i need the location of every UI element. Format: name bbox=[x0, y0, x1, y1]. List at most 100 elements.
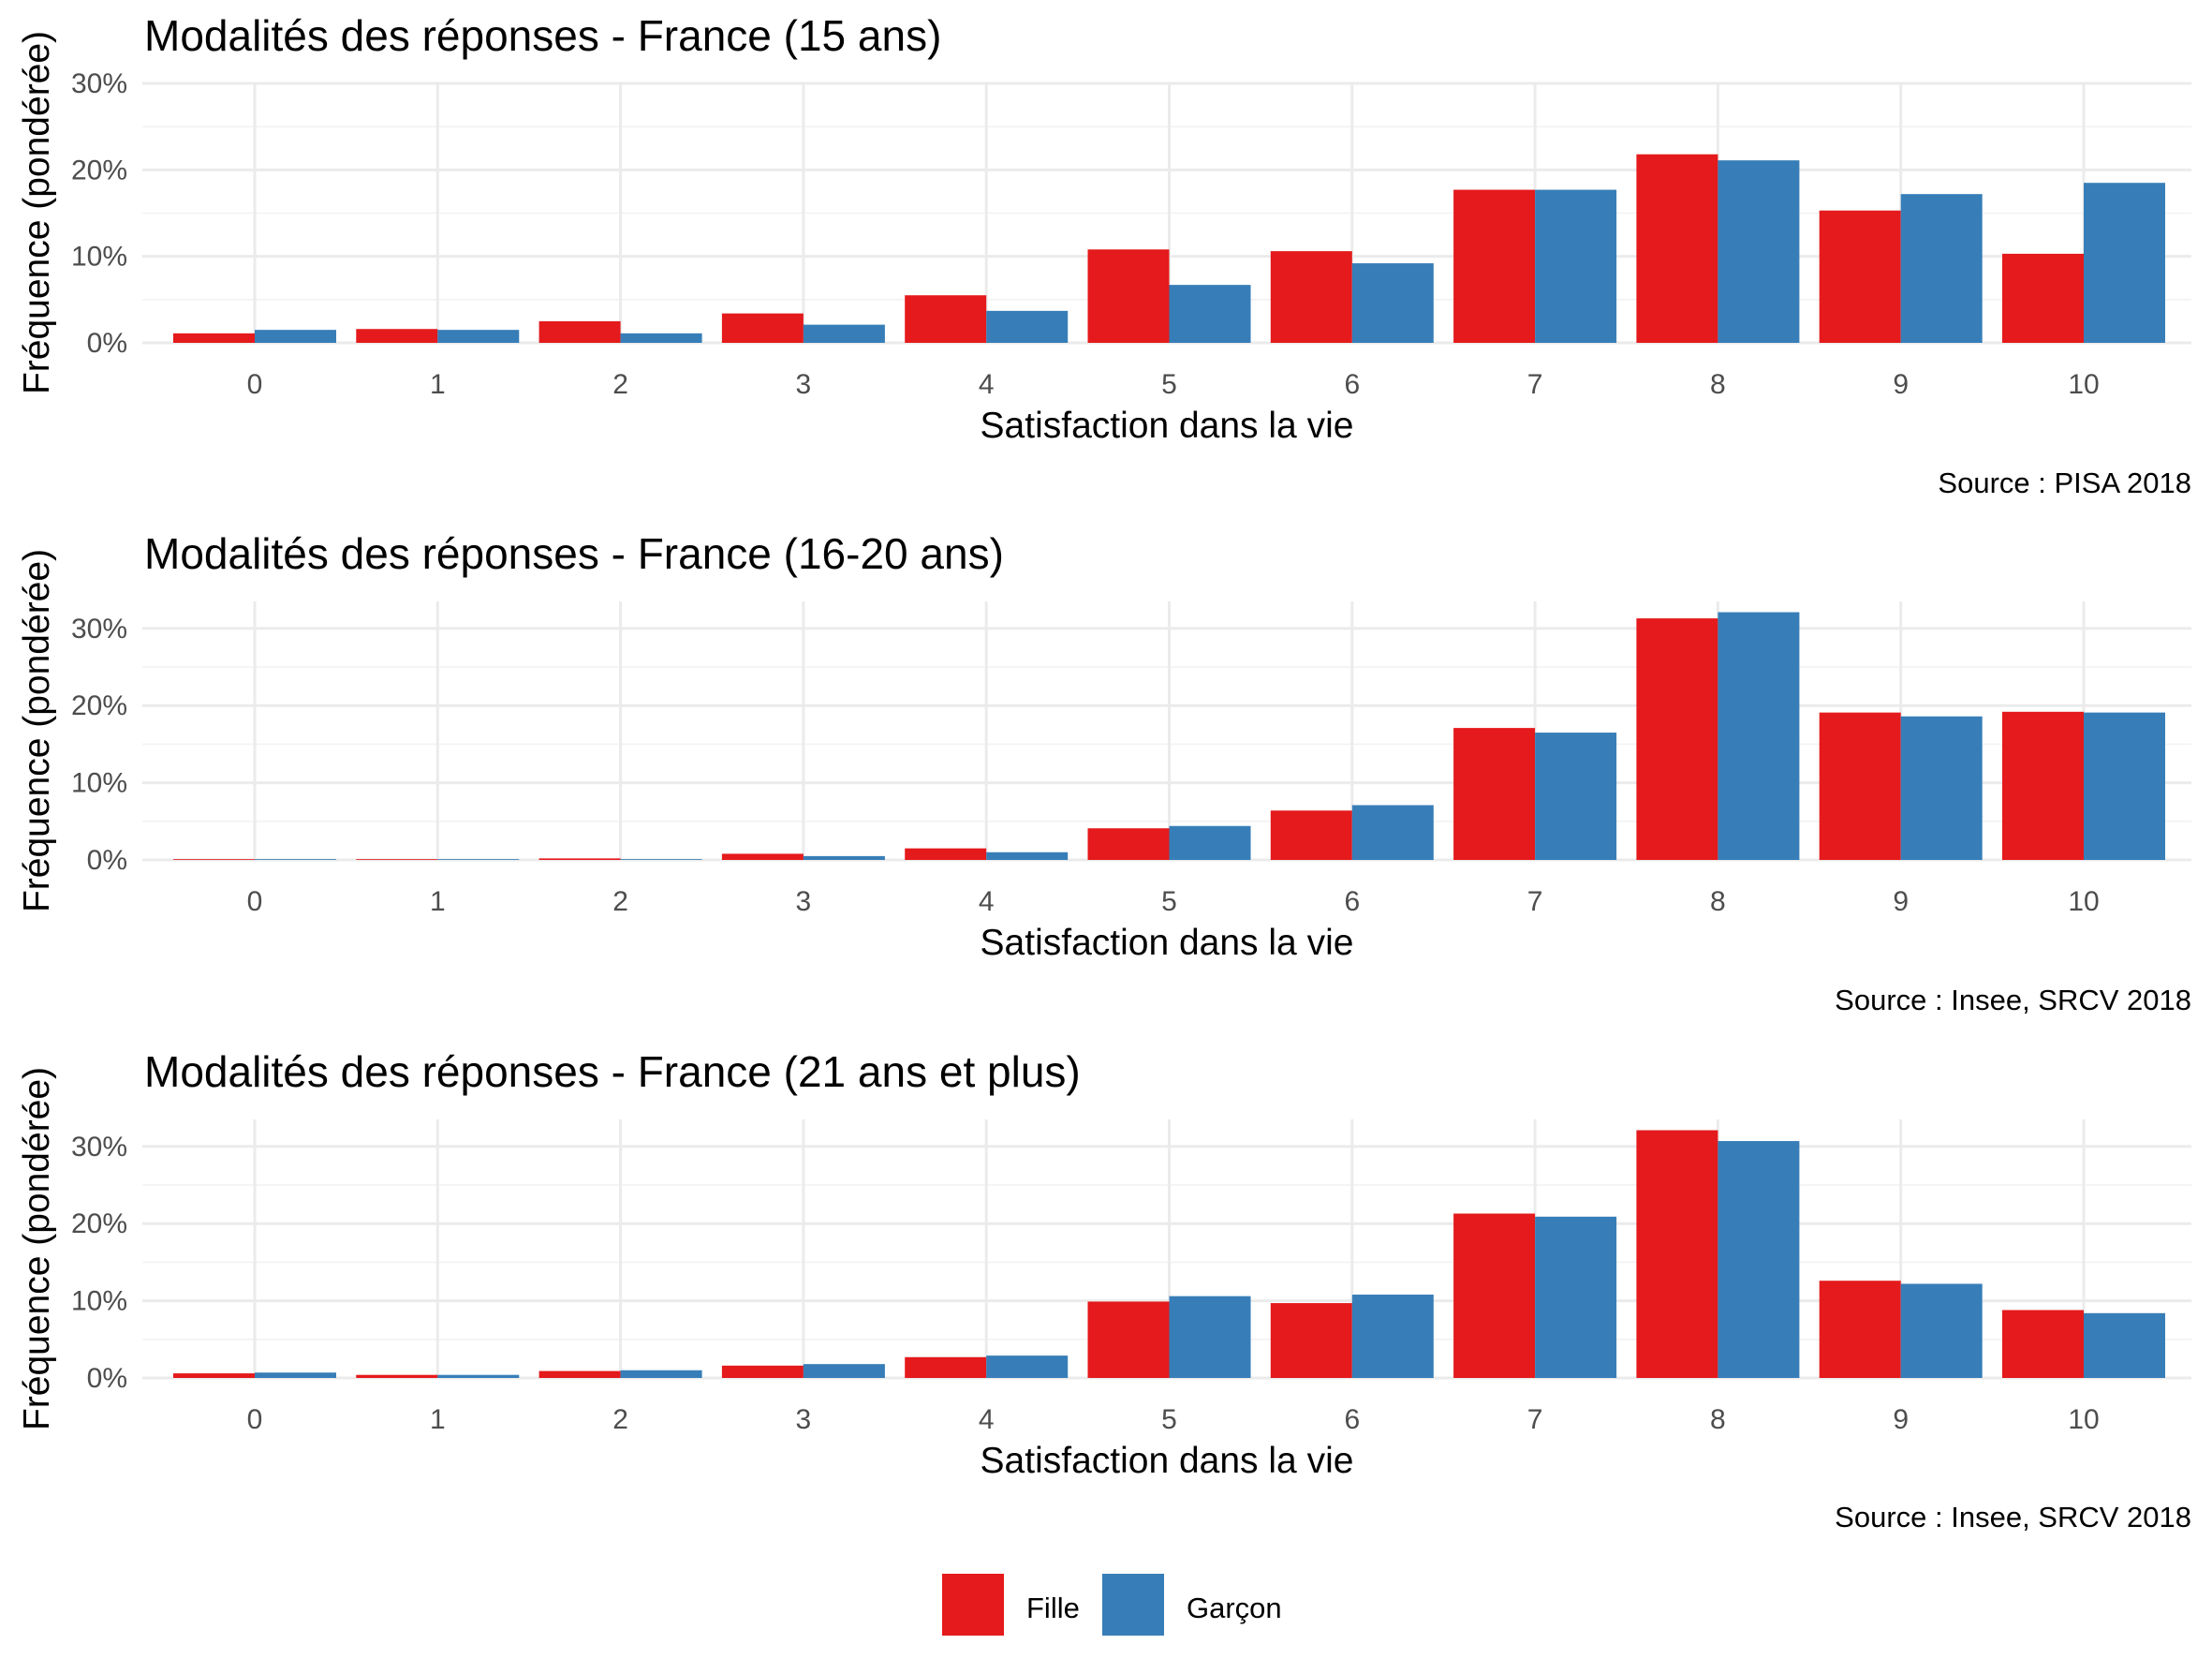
x-tick-label: 4 bbox=[979, 1404, 995, 1435]
bar-garcon-8 bbox=[1718, 1141, 1800, 1378]
bar-fille-1 bbox=[356, 859, 438, 860]
chart-panel-3: 0% 10% 20% 30% 0 1 2 3 4 5 6 7 8 9 10 Modalités des rép… bbox=[17, 1047, 2191, 1533]
bar-garcon-1 bbox=[437, 1374, 520, 1378]
bar-fille-6 bbox=[1270, 251, 1352, 343]
bar-fille-3 bbox=[721, 853, 804, 860]
x-tick-label: 5 bbox=[1161, 1404, 1177, 1435]
bar-garcon-9 bbox=[1900, 194, 1983, 343]
bar-garcon-2 bbox=[620, 859, 702, 860]
y-axis-title: Fréquence (pondérée) bbox=[17, 549, 57, 912]
y-tick-label: 0% bbox=[87, 328, 127, 359]
y-tick-label: 0% bbox=[87, 845, 127, 876]
x-tick-label: 1 bbox=[430, 886, 446, 917]
bar-fille-5 bbox=[1087, 828, 1170, 860]
chart-title: Modalités des réponses - France (15 ans) bbox=[144, 11, 941, 60]
x-tick-label: 5 bbox=[1161, 369, 1177, 400]
y-tick-label: 10% bbox=[71, 1286, 127, 1317]
bar-fille-7 bbox=[1453, 728, 1536, 860]
x-tick-label: 4 bbox=[979, 886, 995, 917]
x-tick-label: 2 bbox=[612, 886, 628, 917]
bar-garcon-9 bbox=[1900, 1283, 1983, 1378]
bar-garcon-4 bbox=[986, 310, 1069, 343]
x-tick-label: 10 bbox=[2068, 1404, 2099, 1435]
legend-swatch-fille bbox=[942, 1574, 1004, 1636]
bar-garcon-8 bbox=[1718, 160, 1800, 343]
bar-garcon-0 bbox=[255, 1372, 336, 1378]
bar-garcon-4 bbox=[986, 1355, 1069, 1378]
bar-garcon-10 bbox=[2084, 1312, 2165, 1378]
source-caption: Source : PISA 2018 bbox=[1938, 467, 2191, 499]
legend-label-garcon: Garçon bbox=[1187, 1592, 1282, 1624]
x-tick-label: 0 bbox=[247, 1404, 263, 1435]
x-axis-title: Satisfaction dans la vie bbox=[981, 406, 1354, 446]
y-tick-label: 30% bbox=[71, 614, 127, 644]
x-tick-label: 8 bbox=[1710, 369, 1726, 400]
bar-garcon-6 bbox=[1351, 1295, 1434, 1378]
bar-fille-9 bbox=[1819, 210, 1901, 343]
bar-fille-4 bbox=[905, 1356, 987, 1378]
bar-garcon-1 bbox=[437, 330, 520, 343]
bar-garcon-7 bbox=[1535, 733, 1617, 860]
bar-garcon-2 bbox=[620, 333, 702, 343]
x-tick-label: 8 bbox=[1710, 886, 1726, 917]
bar-garcon-9 bbox=[1900, 716, 1983, 860]
x-tick-label: 8 bbox=[1710, 1404, 1726, 1435]
bar-fille-9 bbox=[1819, 1281, 1901, 1378]
x-axis-title: Satisfaction dans la vie bbox=[981, 923, 1354, 963]
x-tick-label: 9 bbox=[1893, 886, 1909, 917]
bar-fille-3 bbox=[721, 1365, 804, 1378]
y-tick-label: 20% bbox=[71, 155, 127, 185]
y-axis-title: Fréquence (pondérée) bbox=[17, 31, 57, 394]
bar-garcon-5 bbox=[1169, 825, 1251, 860]
bar-garcon-3 bbox=[803, 324, 885, 343]
bar-garcon-7 bbox=[1535, 1216, 1617, 1378]
bar-garcon-1 bbox=[437, 859, 520, 860]
x-tick-label: 10 bbox=[2068, 886, 2099, 917]
chart-panel-2: 0% 10% 20% 30% 0 1 2 3 4 5 6 7 8 9 10 Modalités des rép… bbox=[17, 529, 2191, 1016]
y-tick-label: 30% bbox=[71, 68, 127, 99]
bar-garcon-10 bbox=[2084, 712, 2165, 860]
y-tick-label: 30% bbox=[71, 1132, 127, 1163]
bar-fille-10 bbox=[2002, 253, 2084, 343]
x-tick-label: 3 bbox=[796, 1404, 812, 1435]
legend: Fille Garçon bbox=[942, 1574, 1282, 1636]
bar-fille-4 bbox=[905, 295, 987, 343]
bar-fille-5 bbox=[1087, 1301, 1170, 1378]
source-caption: Source : Insee, SRCV 2018 bbox=[1835, 1501, 2191, 1533]
x-tick-label: 2 bbox=[612, 1404, 628, 1435]
x-tick-label: 6 bbox=[1344, 369, 1360, 400]
bar-fille-10 bbox=[2002, 711, 2084, 860]
x-tick-label: 1 bbox=[430, 1404, 446, 1435]
bar-fille-8 bbox=[1636, 618, 1718, 860]
bar-fille-8 bbox=[1636, 1130, 1718, 1378]
bar-garcon-5 bbox=[1169, 285, 1251, 343]
x-tick-label: 6 bbox=[1344, 1404, 1360, 1435]
bar-fille-10 bbox=[2002, 1310, 2084, 1378]
x-tick-label: 7 bbox=[1527, 886, 1543, 917]
bar-garcon-8 bbox=[1718, 612, 1800, 860]
chart-title: Modalités des réponses - France (16-20 a… bbox=[144, 529, 1004, 578]
bar-fille-2 bbox=[538, 858, 621, 860]
y-axis-title: Fréquence (pondérée) bbox=[17, 1067, 57, 1430]
bar-garcon-3 bbox=[803, 1364, 885, 1378]
legend-label-fille: Fille bbox=[1026, 1592, 1080, 1624]
x-tick-label: 7 bbox=[1527, 1404, 1543, 1435]
bar-fille-9 bbox=[1819, 712, 1901, 860]
bar-fille-1 bbox=[356, 329, 438, 343]
x-tick-label: 4 bbox=[979, 369, 995, 400]
y-tick-label: 10% bbox=[71, 242, 127, 273]
bar-garcon-4 bbox=[986, 852, 1069, 860]
x-tick-label: 1 bbox=[430, 369, 446, 400]
bar-garcon-7 bbox=[1535, 189, 1617, 343]
bar-garcon-10 bbox=[2084, 183, 2165, 343]
bar-fille-3 bbox=[721, 313, 804, 343]
bar-fille-1 bbox=[356, 1374, 438, 1378]
x-tick-label: 7 bbox=[1527, 369, 1543, 400]
x-tick-label: 10 bbox=[2068, 369, 2099, 400]
x-tick-label: 0 bbox=[247, 369, 263, 400]
bar-fille-4 bbox=[905, 848, 987, 860]
bar-fille-0 bbox=[173, 1373, 255, 1378]
x-tick-label: 9 bbox=[1893, 1404, 1909, 1435]
bar-fille-0 bbox=[173, 859, 255, 860]
